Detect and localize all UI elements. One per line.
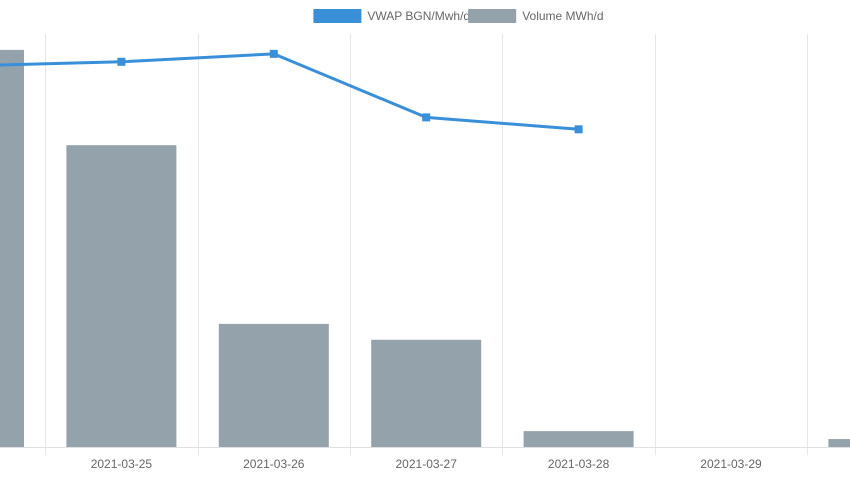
vwap-point: [270, 50, 278, 58]
volume-bars: [0, 50, 850, 447]
volume-bar: [0, 50, 24, 447]
vwap-point: [422, 113, 430, 121]
x-tick-label: 2021-03-29: [700, 457, 762, 471]
legend-label-volume: Volume MWh/d: [522, 9, 603, 23]
x-tick-label: 2021-03-27: [396, 457, 458, 471]
volume-bar: [219, 324, 329, 447]
legend-swatch-volume: [468, 9, 516, 23]
vwap-line: [0, 50, 583, 133]
x-axis-ticks: 2021-03-242021-03-252021-03-262021-03-27…: [0, 457, 850, 471]
legend-label-vwap: VWAP BGN/Mwh/d: [367, 9, 470, 23]
vwap-line-path: [0, 54, 579, 129]
x-tick-label: 2021-03-25: [91, 457, 153, 471]
volume-bar: [371, 340, 481, 447]
volume-bar: [524, 431, 634, 447]
legend-swatch-vwap: [313, 9, 361, 23]
vwap-point: [117, 58, 125, 66]
x-tick-label: 2021-03-28: [548, 457, 610, 471]
volume-bar: [66, 145, 176, 447]
legend: VWAP BGN/Mwh/d Volume MWh/d: [313, 9, 603, 23]
vwap-point: [575, 125, 583, 133]
volume-bar: [828, 439, 850, 447]
x-tick-label: 2021-03-26: [243, 457, 305, 471]
